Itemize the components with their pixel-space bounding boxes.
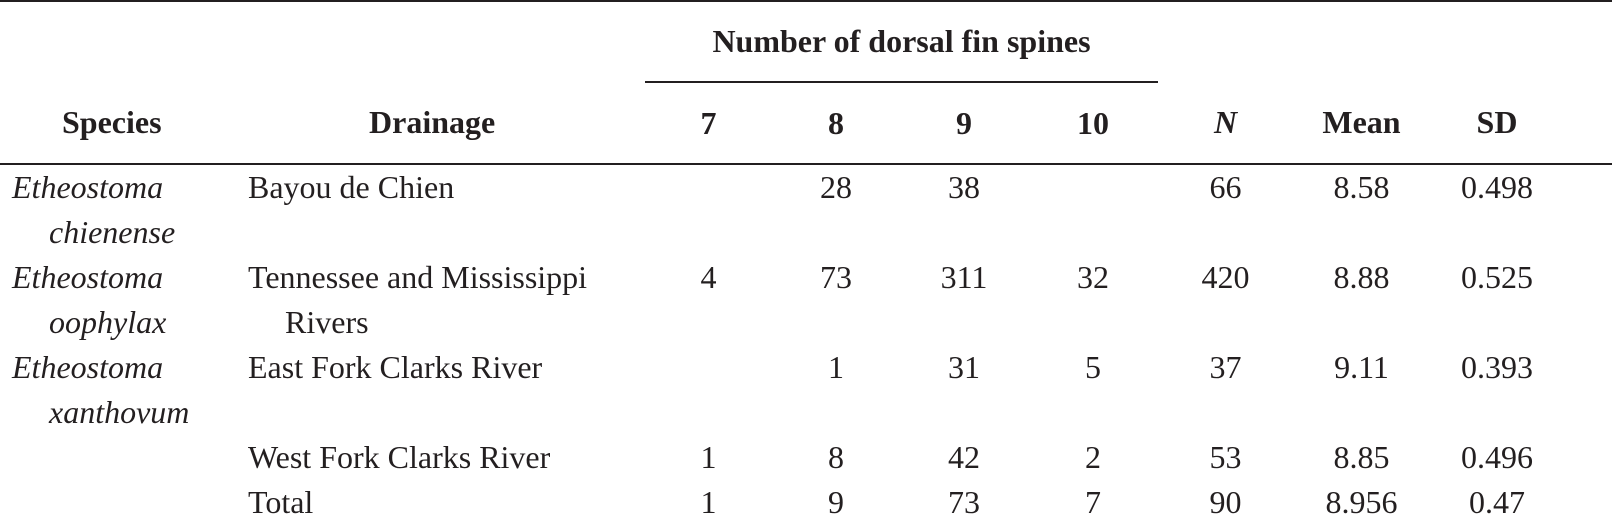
- value-cell: 420: [1201, 259, 1250, 295]
- value-cell: [645, 345, 772, 435]
- value-cell: 4: [700, 259, 717, 295]
- value-cell: 8.85: [1333, 439, 1390, 475]
- value-cell: 66: [1209, 169, 1242, 205]
- column-header: SD: [1430, 82, 1612, 165]
- value-cell: 0.496: [1461, 439, 1533, 475]
- table-row: Etheostoma xanthovum East Fork Clarks Riv…: [0, 345, 1612, 435]
- value-cell: 0.47: [1469, 484, 1525, 520]
- value-cell: 0.498: [1461, 169, 1533, 205]
- value-cell: 1: [700, 439, 717, 475]
- value-cell: 73: [820, 259, 852, 295]
- drainage-cell: East Fork Clarks River: [248, 349, 543, 385]
- table-row: Etheostoma chienense Bayou de Chien 28 38 66…: [0, 164, 1612, 255]
- species-cell: Etheostoma oophylax: [12, 259, 167, 340]
- column-header: Drainage: [235, 82, 645, 165]
- value-cell: 28: [820, 169, 852, 205]
- value-cell: 1: [700, 484, 717, 520]
- table-row: Total 1 9 73 7 90 8.956 0.47: [0, 480, 1612, 525]
- group-header: Number of dorsal fin spines: [645, 1, 1158, 83]
- species-cell: [0, 480, 235, 525]
- value-cell: [645, 164, 772, 255]
- value-cell: 9.11: [1334, 349, 1389, 385]
- drainage-cell: Bayou de Chien: [248, 169, 455, 205]
- value-cell: 8.58: [1333, 169, 1390, 205]
- value-cell: 53: [1209, 439, 1242, 475]
- value-cell: 9: [828, 484, 844, 520]
- column-header: 7: [645, 82, 772, 165]
- table-row: Etheostoma oophylax Tennessee and Mississ…: [0, 255, 1612, 345]
- drainage-cell: Tennessee and Mississippi Rivers: [248, 259, 588, 340]
- value-cell: 2: [1085, 439, 1101, 475]
- value-cell: 0.393: [1461, 349, 1533, 385]
- value-cell: 38: [948, 169, 980, 205]
- column-header: 10: [1028, 82, 1158, 165]
- value-cell: 8: [828, 439, 844, 475]
- value-cell: 5: [1085, 349, 1101, 385]
- value-cell: 37: [1209, 349, 1242, 385]
- column-header: 8: [772, 82, 900, 165]
- value-cell: 31: [948, 349, 980, 385]
- value-cell: 8.956: [1325, 484, 1398, 520]
- column-header: Species: [0, 82, 235, 165]
- drainage-cell: West Fork Clarks River: [248, 439, 551, 475]
- table-row: West Fork Clarks River 1 8 42 2 53 8.85 0.496: [0, 435, 1612, 480]
- value-cell: 73: [948, 484, 980, 520]
- column-header: N: [1158, 82, 1293, 165]
- species-cell: Etheostoma chienense: [12, 169, 176, 250]
- column-header: 9: [900, 82, 1028, 165]
- species-cell: [0, 435, 235, 480]
- value-cell: 8.88: [1333, 259, 1390, 295]
- column-header: Mean: [1293, 82, 1430, 165]
- value-cell: 90: [1209, 484, 1242, 520]
- value-cell: 7: [1085, 484, 1101, 520]
- value-cell: 42: [948, 439, 980, 475]
- drainage-cell: Total: [248, 484, 314, 520]
- value-cell: 32: [1077, 259, 1109, 295]
- value-cell: [1028, 164, 1158, 255]
- value-cell: 311: [940, 259, 988, 295]
- value-cell: 1: [828, 349, 844, 385]
- species-cell: Etheostoma xanthovum: [12, 349, 190, 430]
- value-cell: 0.525: [1461, 259, 1533, 295]
